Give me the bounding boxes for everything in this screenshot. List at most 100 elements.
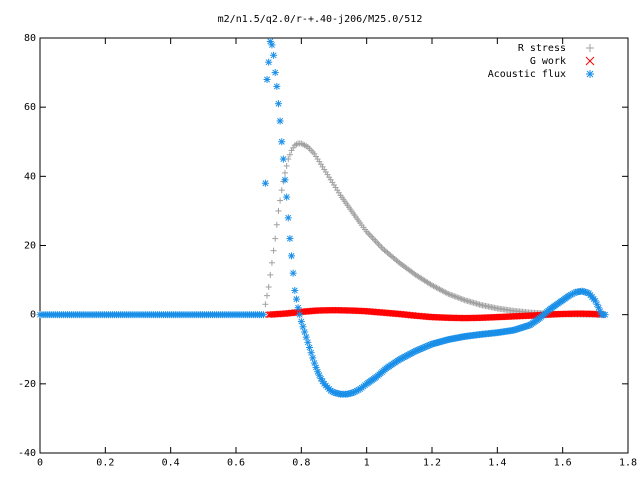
data-point-marker [276,117,284,125]
data-point-marker [270,51,278,59]
series-g-work [265,306,606,322]
data-point-marker [374,239,381,246]
y-tick-label: -40 [18,448,36,459]
data-point-marker [259,311,267,319]
series-markers [36,37,609,398]
series-r-stress [262,140,605,318]
data-point-marker [273,221,280,228]
data-point-marker [446,291,453,298]
x-tick-label: 0.4 [162,457,180,468]
legend-label: R stress [518,43,566,54]
x-tick-label: 1.8 [619,457,637,468]
data-point-marker [262,301,269,308]
legend-label: Acoustic flux [488,69,566,80]
data-point-marker [265,284,272,290]
data-point-marker [274,100,282,108]
x-tick-label: 0 [37,457,43,468]
data-point-marker [388,253,395,260]
data-point-marker [264,292,271,299]
y-tick-label: 20 [24,241,36,252]
data-point-marker [448,292,455,299]
data-point-marker [455,294,462,301]
data-point-marker [294,304,302,312]
data-point-marker [286,235,294,243]
data-point-marker [443,290,450,297]
axis-ticks: -40 -20 0 20 40 60 80 0 0.2 0.4 0.6 0.8 1 1.2 1.4 1.6 1.… [18,33,637,468]
data-point-marker [380,245,386,252]
data-point-marker [381,247,388,254]
data-point-marker [449,292,456,299]
data-point-marker [278,187,285,194]
data-point-marker [368,233,375,240]
series-acoustic-flux-baseline [36,311,267,319]
data-point-marker [263,76,271,83]
data-point-marker [302,333,310,341]
data-point-marker [283,193,291,201]
data-point-marker [278,138,286,146]
data-point-marker [301,328,309,336]
data-point-marker [275,207,282,214]
y-tick-label: -20 [18,379,36,390]
data-point-marker [261,179,269,187]
legend-marker [586,70,594,78]
chart-title: m2/n1.5/q2.0/r-+.40-j206/M25.0/512 [218,14,423,25]
data-point-marker [289,269,297,277]
data-point-marker [451,293,458,300]
data-point-marker [288,252,296,260]
data-point-marker [279,155,287,163]
data-point-marker [458,296,465,303]
y-tick-label: 0 [30,310,36,321]
data-point-marker [281,176,289,184]
y-tick-label: 40 [24,171,36,182]
data-point-marker [304,338,312,346]
data-point-marker [296,311,304,319]
x-tick-label: 1.6 [554,457,572,468]
data-point-marker [393,257,400,264]
data-point-marker [299,323,307,331]
data-point-marker [452,293,459,300]
legend: R stress G work Acoustic flux [488,43,595,80]
x-tick-label: 1.2 [423,457,441,468]
data-point-marker [273,82,281,90]
data-point-marker [460,296,467,303]
data-point-marker [297,318,305,326]
legend-marker [585,56,595,66]
data-point-marker [375,241,382,248]
data-point-marker [265,58,273,66]
x-tick-label: 0.8 [292,457,310,468]
data-point-marker [283,162,290,169]
data-point-marker [282,169,288,176]
data-point-marker [270,247,277,254]
data-point-marker [391,256,398,263]
data-point-marker [286,151,293,158]
data-point-marker [309,354,317,362]
data-point-marker [382,248,389,255]
data-point-marker [268,41,276,49]
x-tick-label: 1.4 [488,457,506,468]
data-point-marker [385,250,392,257]
data-point-marker [271,69,279,77]
data-point-marker [267,271,274,278]
data-point-marker [369,234,376,241]
data-point-marker [387,252,394,259]
y-tick-label: 80 [24,33,36,44]
data-point-marker [384,249,391,256]
data-point-marker [272,235,279,242]
legend-marker [586,44,594,52]
x-tick-label: 0.6 [227,457,245,468]
y-tick-label: 60 [24,102,36,113]
data-point-marker [365,230,372,237]
data-point-marker [366,231,373,238]
data-point-marker [371,236,378,243]
data-point-marker [291,286,299,294]
data-point-marker [390,254,397,261]
data-point-marker [268,259,275,266]
x-tick-label: 1 [364,457,370,468]
series-acoustic-flux [261,37,609,398]
data-point-marker [454,294,461,301]
data-point-marker [307,349,315,357]
data-point-marker [377,242,384,249]
data-point-marker [284,214,292,222]
